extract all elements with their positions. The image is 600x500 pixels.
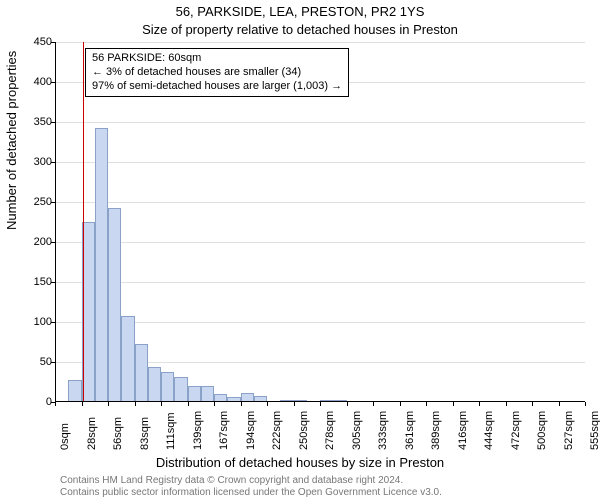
footer: Contains HM Land Registry data © Crown c… [60, 475, 442, 498]
footer-line1: Contains HM Land Registry data © Crown c… [60, 475, 442, 487]
histogram-bar [174, 377, 187, 402]
histogram-bar [135, 344, 148, 402]
x-tick-label: 361sqm [404, 411, 416, 450]
gridline [55, 162, 585, 163]
y-tick-label: 0 [46, 396, 52, 408]
address-title: 56, PARKSIDE, LEA, PRESTON, PR2 1YS [0, 4, 600, 19]
y-tick-label: 250 [34, 196, 52, 208]
x-tick-label: 56sqm [112, 417, 124, 450]
y-axis [55, 42, 56, 402]
annotation-line1: 56 PARKSIDE: 60sqm [92, 52, 342, 66]
histogram-bar [68, 380, 81, 402]
annotation-line3: 97% of semi-detached houses are larger (… [92, 80, 342, 94]
y-tick-label: 400 [34, 76, 52, 88]
x-tick-label: 472sqm [510, 411, 522, 450]
x-tick-label: 305sqm [351, 411, 363, 450]
x-tick-label: 194sqm [245, 411, 257, 450]
y-tick-label: 150 [34, 276, 52, 288]
annotation-box: 56 PARKSIDE: 60sqm ← 3% of detached hous… [85, 48, 349, 97]
x-tick-label: 500sqm [536, 411, 548, 450]
x-tick-label: 167sqm [218, 411, 230, 450]
x-tick-label: 139sqm [192, 411, 204, 450]
x-tick-label: 527sqm [563, 411, 575, 450]
gridline [55, 42, 585, 43]
y-tick-label: 100 [34, 316, 52, 328]
x-tick-label: 111sqm [165, 412, 177, 450]
x-tick-label: 83sqm [139, 417, 151, 450]
histogram-bar [201, 386, 214, 402]
subtitle: Size of property relative to detached ho… [0, 22, 600, 37]
x-tick-label: 416sqm [457, 411, 469, 450]
histogram-bar [108, 208, 121, 402]
x-tick-label: 389sqm [430, 411, 442, 450]
x-tick-label: 0sqm [59, 423, 71, 450]
x-axis-label: Distribution of detached houses by size … [0, 455, 600, 470]
x-tick-label: 222sqm [271, 411, 283, 450]
chart-container: 56, PARKSIDE, LEA, PRESTON, PR2 1YS Size… [0, 0, 600, 500]
gridline [55, 282, 585, 283]
y-tick-label: 450 [34, 36, 52, 48]
y-axis-label: Number of detached properties [4, 51, 19, 230]
gridline [55, 322, 585, 323]
annotation-line2: ← 3% of detached houses are smaller (34) [92, 66, 342, 80]
histogram-bar [161, 372, 174, 402]
gridline [55, 242, 585, 243]
y-tick-label: 50 [40, 356, 52, 368]
x-tick-label: 28sqm [86, 417, 98, 450]
x-tick-label: 278sqm [324, 411, 336, 450]
histogram-bar [121, 316, 134, 402]
y-tick-label: 200 [34, 236, 52, 248]
gridline [55, 122, 585, 123]
footer-line2: Contains public sector information licen… [60, 487, 442, 499]
x-tick-label: 333sqm [377, 411, 389, 450]
x-tick-label: 555sqm [589, 411, 600, 450]
y-tick-label: 300 [34, 156, 52, 168]
histogram-bar [95, 128, 108, 402]
histogram-bar [148, 367, 161, 402]
histogram-bar [188, 386, 201, 402]
x-tick-label: 250sqm [298, 411, 310, 450]
y-tick-label: 350 [34, 116, 52, 128]
x-tick-label: 444sqm [483, 411, 495, 450]
x-axis [55, 401, 585, 402]
plot-area: 0501001502002503003504004500sqm28sqm56sq… [55, 42, 585, 402]
gridline [55, 202, 585, 203]
